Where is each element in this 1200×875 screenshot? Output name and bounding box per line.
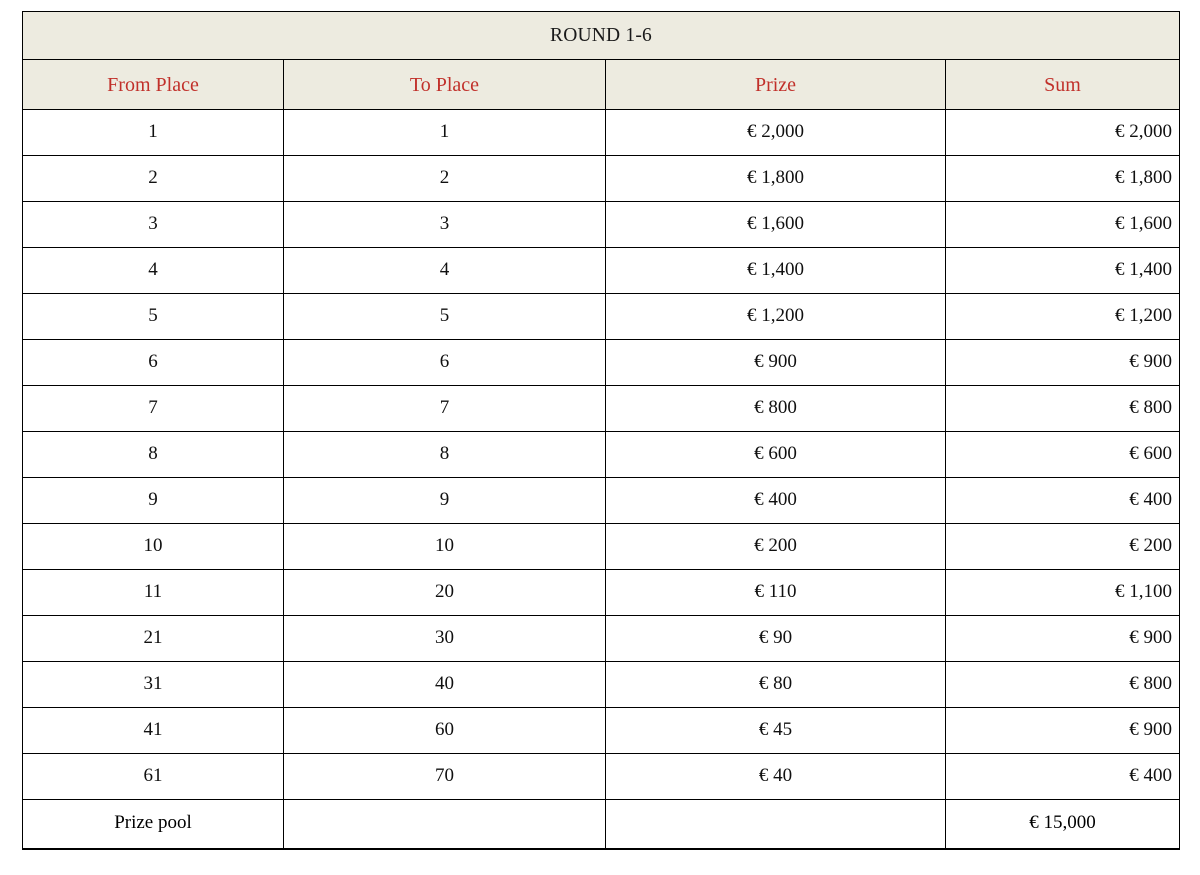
cell-sum: € 900 bbox=[944, 707, 1181, 754]
cell-from-place: 31 bbox=[22, 661, 284, 708]
table-row: 3 3 € 1,600 € 1,600 bbox=[22, 201, 1181, 248]
cell-from-place: 7 bbox=[22, 385, 284, 432]
cell-to-place: 9 bbox=[283, 477, 606, 524]
cell-sum: € 1,200 bbox=[944, 293, 1181, 340]
cell-to-place: 70 bbox=[283, 753, 606, 800]
cell-prize: € 600 bbox=[605, 431, 946, 478]
cell-prize: € 800 bbox=[605, 385, 946, 432]
cell-prize: € 45 bbox=[605, 707, 946, 754]
table-header-row: From Place To Place Prize Sum bbox=[22, 59, 1181, 110]
cell-to-place: 5 bbox=[283, 293, 606, 340]
prize-structure-table: ROUND 1-6 From Place To Place Prize Sum … bbox=[21, 11, 1181, 850]
cell-sum: € 600 bbox=[944, 431, 1181, 478]
table-row: 4 4 € 1,400 € 1,400 bbox=[22, 247, 1181, 294]
cell-sum: € 900 bbox=[944, 339, 1181, 386]
prize-structure-table-container: ROUND 1-6 From Place To Place Prize Sum … bbox=[21, 11, 1181, 850]
table-title: ROUND 1-6 bbox=[21, 11, 1181, 60]
column-header-from-place: From Place bbox=[22, 59, 284, 110]
table-row: 21 30 € 90 € 900 bbox=[22, 615, 1181, 662]
table-foot: Prize pool € 15,000 bbox=[22, 799, 1181, 850]
cell-prize: € 40 bbox=[605, 753, 946, 800]
cell-sum: € 400 bbox=[944, 753, 1181, 800]
cell-to-place: 6 bbox=[283, 339, 606, 386]
table-row: 8 8 € 600 € 600 bbox=[22, 431, 1181, 478]
column-header-to-place: To Place bbox=[283, 59, 606, 110]
table-row: 10 10 € 200 € 200 bbox=[22, 523, 1181, 570]
table-body: 1 1 € 2,000 € 2,000 2 2 € 1,800 € 1,800 3 3 € 1,60… bbox=[22, 109, 1181, 800]
table-title-row: ROUND 1-6 bbox=[21, 11, 1181, 60]
table-row: 6 6 € 900 € 900 bbox=[22, 339, 1181, 386]
table-row: 61 70 € 40 € 400 bbox=[22, 753, 1181, 800]
cell-prize: € 80 bbox=[605, 661, 946, 708]
cell-prize: € 1,400 bbox=[605, 247, 946, 294]
table-row: 5 5 € 1,200 € 1,200 bbox=[22, 293, 1181, 340]
prize-pool-total: € 15,000 bbox=[944, 799, 1181, 850]
cell-sum: € 900 bbox=[944, 615, 1181, 662]
table-row: 41 60 € 45 € 900 bbox=[22, 707, 1181, 754]
cell-to-place: 30 bbox=[283, 615, 606, 662]
table-row: 11 20 € 110 € 1,100 bbox=[22, 569, 1181, 616]
cell-prize: € 2,000 bbox=[605, 109, 946, 156]
cell-to-place: 10 bbox=[283, 523, 606, 570]
cell-from-place: 41 bbox=[22, 707, 284, 754]
cell-from-place: 11 bbox=[22, 569, 284, 616]
cell-sum: € 1,100 bbox=[944, 569, 1181, 616]
cell-to-place: 40 bbox=[283, 661, 606, 708]
column-header-sum: Sum bbox=[944, 59, 1181, 110]
table-row: 1 1 € 2,000 € 2,000 bbox=[22, 109, 1181, 156]
cell-sum: € 2,000 bbox=[944, 109, 1181, 156]
cell-from-place: 6 bbox=[22, 339, 284, 386]
cell-sum: € 1,800 bbox=[944, 155, 1181, 202]
table-head: ROUND 1-6 From Place To Place Prize Sum bbox=[21, 11, 1181, 110]
cell-prize: € 200 bbox=[605, 523, 946, 570]
prize-pool-blank-to-place bbox=[283, 799, 606, 850]
cell-sum: € 800 bbox=[944, 385, 1181, 432]
cell-from-place: 5 bbox=[22, 293, 284, 340]
cell-to-place: 60 bbox=[283, 707, 606, 754]
cell-prize: € 1,600 bbox=[605, 201, 946, 248]
cell-from-place: 9 bbox=[22, 477, 284, 524]
cell-from-place: 1 bbox=[22, 109, 284, 156]
column-header-prize: Prize bbox=[605, 59, 946, 110]
cell-prize: € 90 bbox=[605, 615, 946, 662]
cell-sum: € 400 bbox=[944, 477, 1181, 524]
cell-to-place: 1 bbox=[283, 109, 606, 156]
cell-prize: € 1,200 bbox=[605, 293, 946, 340]
cell-from-place: 10 bbox=[22, 523, 284, 570]
cell-prize: € 1,800 bbox=[605, 155, 946, 202]
cell-from-place: 4 bbox=[22, 247, 284, 294]
table-row: 2 2 € 1,800 € 1,800 bbox=[22, 155, 1181, 202]
cell-prize: € 110 bbox=[605, 569, 946, 616]
table-row: 7 7 € 800 € 800 bbox=[22, 385, 1181, 432]
table-row: 9 9 € 400 € 400 bbox=[22, 477, 1181, 524]
cell-sum: € 1,400 bbox=[944, 247, 1181, 294]
cell-to-place: 2 bbox=[283, 155, 606, 202]
table-row: 31 40 € 80 € 800 bbox=[22, 661, 1181, 708]
cell-to-place: 8 bbox=[283, 431, 606, 478]
cell-from-place: 61 bbox=[22, 753, 284, 800]
cell-from-place: 8 bbox=[22, 431, 284, 478]
cell-prize: € 900 bbox=[605, 339, 946, 386]
cell-to-place: 20 bbox=[283, 569, 606, 616]
cell-from-place: 3 bbox=[22, 201, 284, 248]
cell-prize: € 400 bbox=[605, 477, 946, 524]
cell-sum: € 200 bbox=[944, 523, 1181, 570]
cell-to-place: 3 bbox=[283, 201, 606, 248]
cell-to-place: 4 bbox=[283, 247, 606, 294]
cell-to-place: 7 bbox=[283, 385, 606, 432]
prize-pool-row: Prize pool € 15,000 bbox=[22, 799, 1181, 850]
cell-from-place: 21 bbox=[22, 615, 284, 662]
cell-sum: € 800 bbox=[944, 661, 1181, 708]
cell-from-place: 2 bbox=[22, 155, 284, 202]
cell-sum: € 1,600 bbox=[944, 201, 1181, 248]
prize-pool-blank-prize bbox=[605, 799, 946, 850]
prize-pool-label: Prize pool bbox=[22, 799, 284, 850]
